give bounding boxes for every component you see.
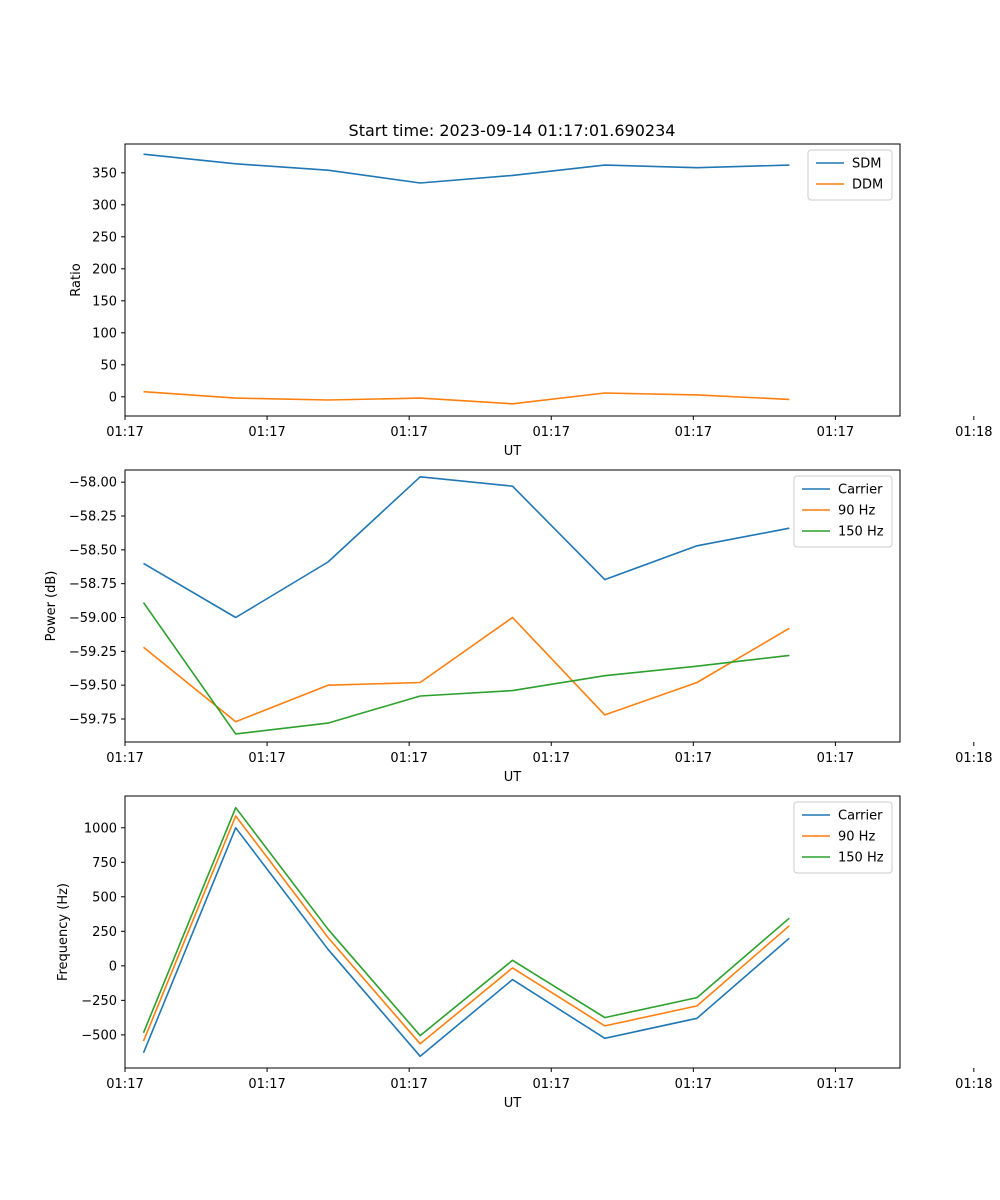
x-tick-label: 01:17: [248, 1077, 285, 1092]
y-tick-label: −59.00: [69, 611, 117, 626]
legend: Carrier 90 Hz 150 Hz: [793, 801, 893, 874]
x-tick-label: 01:18: [955, 425, 992, 440]
legend: Carrier 90 Hz 150 Hz: [793, 475, 893, 548]
x-tick-label: 01:17: [817, 1077, 854, 1092]
y-tick-label: −59.25: [69, 645, 117, 660]
legend-label: DDM: [852, 178, 883, 193]
axes-frame: [124, 795, 901, 1069]
legend-label: SDM: [852, 157, 881, 172]
series-line-90-hz: [142, 616, 790, 723]
series-line-carrier: [143, 475, 790, 619]
series-line-carrier: [142, 826, 790, 1058]
y-tick-label: −500: [81, 1028, 117, 1043]
y-tick-label: 50: [100, 358, 117, 373]
y-tick-label: 300: [92, 198, 117, 213]
y-tick-label: 0: [109, 959, 117, 974]
y-tick-label: −59.50: [69, 679, 117, 694]
y-tick-label: 250: [92, 925, 117, 940]
y-tick-label: 100: [92, 326, 117, 341]
x-axis-label: UT: [504, 1096, 522, 1111]
legend-label: 90 Hz: [838, 830, 875, 845]
y-axis-label: Frequency (Hz): [56, 883, 71, 981]
x-tick-label: 01:18: [955, 1077, 992, 1092]
series-line-150-hz: [142, 602, 790, 735]
series-line-ddm: [143, 390, 790, 405]
legend-box: [793, 801, 893, 874]
x-tick-label: 01:17: [817, 751, 854, 766]
y-tick-label: 1000: [84, 821, 117, 836]
y-axis-label: Power (dB): [44, 571, 59, 642]
y-tick-label: −250: [81, 994, 117, 1009]
y-tick-label: 250: [92, 230, 117, 245]
x-tick-label: 01:17: [106, 1077, 143, 1092]
series-line-150-hz: [142, 806, 790, 1037]
legend-label: 150 Hz: [838, 525, 884, 540]
series-line-90-hz: [142, 815, 790, 1045]
legend-label: Carrier: [838, 809, 883, 824]
x-tick-label: 01:17: [390, 1077, 427, 1092]
x-tick-label: 01:17: [390, 425, 427, 440]
y-tick-label: 500: [92, 890, 117, 905]
x-tick-label: 01:17: [675, 1077, 712, 1092]
x-tick-label: 01:17: [533, 751, 570, 766]
x-tick-label: 01:17: [106, 751, 143, 766]
x-tick-label: 01:17: [817, 425, 854, 440]
y-tick-label: 150: [92, 294, 117, 309]
chart-panel-2: 01:17 01:17 01:17 01:17 01:17 01:17 01:18 −58.0…: [44, 469, 993, 785]
axes-frame: [124, 469, 901, 743]
x-tick-label: 01:18: [955, 751, 992, 766]
legend-label: 150 Hz: [838, 851, 884, 866]
x-tick-label: 01:17: [248, 425, 285, 440]
y-tick-label: −58.75: [69, 577, 117, 592]
chart-panel-1: 01:17 01:17 01:17 01:17 01:17 01:17 01:18 0 50 10…: [69, 143, 993, 459]
chart-panel-3: 01:17 01:17 01:17 01:17 01:17 01:17 01:18 −500 −…: [56, 795, 993, 1111]
legend-box: [793, 475, 893, 548]
series-line-sdm: [143, 153, 790, 184]
x-axis-label: UT: [504, 444, 522, 459]
y-tick-label: 750: [92, 856, 117, 871]
x-tick-label: 01:17: [533, 1077, 570, 1092]
y-tick-label: 0: [109, 390, 117, 405]
figure-title: Start time: 2023-09-14 01:17:01.690234: [349, 121, 676, 140]
x-tick-label: 01:17: [533, 425, 570, 440]
y-axis-label: Ratio: [69, 263, 84, 296]
y-tick-label: −58.00: [69, 476, 117, 491]
y-tick-label: −58.25: [69, 510, 117, 525]
axes-frame: [124, 143, 901, 417]
y-tick-label: −58.50: [69, 543, 117, 558]
x-tick-label: 01:17: [675, 751, 712, 766]
legend-label: 90 Hz: [838, 504, 875, 519]
x-axis-label: UT: [504, 770, 522, 785]
x-tick-label: 01:17: [390, 751, 427, 766]
legend-label: Carrier: [838, 483, 883, 498]
y-tick-label: 200: [92, 262, 117, 277]
x-tick-label: 01:17: [675, 425, 712, 440]
x-tick-label: 01:17: [106, 425, 143, 440]
y-tick-label: −59.75: [69, 712, 117, 727]
x-tick-label: 01:17: [248, 751, 285, 766]
y-tick-label: 350: [92, 166, 117, 181]
legend: SDM DDM: [807, 149, 893, 201]
